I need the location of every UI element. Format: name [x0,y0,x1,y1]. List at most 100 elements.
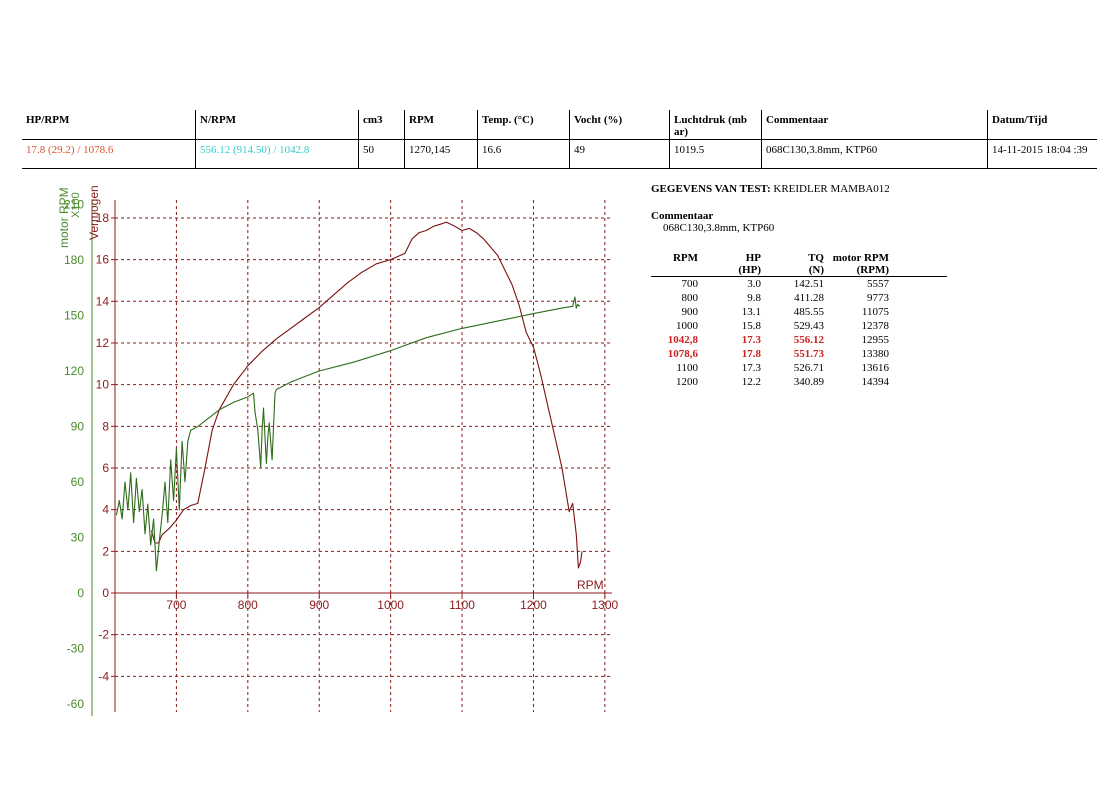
column-separator [358,140,359,168]
cell-spacer [889,277,947,292]
results-header: RPM HP (HP) TQ (N) motor RPM (RPM) [651,252,947,277]
x-tick-label: 900 [309,598,329,612]
motor-line [115,296,581,572]
comment-title: Commentaar [651,210,714,222]
y-left-tick-label: -30 [67,642,85,656]
col-spacer [889,252,947,277]
cell-tq: 340.89 [793,376,824,388]
cell-hp: 17.3 [741,334,761,346]
cell-motor: 12378 [861,320,890,332]
x-axis-label: RPM [577,578,604,592]
x-tick-label: 1100 [449,598,475,612]
cell-tq: 485.55 [793,306,824,318]
test-name: KREIDLER MAMBA012 [773,183,890,195]
column-separator [569,110,570,139]
value-cm3: 50 [363,144,374,156]
column-separator [477,140,478,168]
cell-hp: 9.8 [747,292,761,304]
value-vocht: 49 [574,144,585,156]
header-n-rpm: N/RPM [200,114,237,126]
cell-rpm: 1200 [676,376,698,388]
cell-spacer [889,319,947,333]
cell-rpm: 1000 [676,320,698,332]
cell-hp: 17.8 [741,348,761,360]
y-right-tick-label: 18 [96,211,110,225]
y-right-tick-label: 14 [96,294,110,308]
series-group [115,221,583,572]
cell-rpm: 800 [681,292,699,304]
y-left-tick-label: -60 [67,697,85,711]
table-row: 1100 17.3 526.71 13616 [651,361,947,375]
test-info: GEGEVENS VAN TEST: KREIDLER MAMBA012 Com… [651,183,890,234]
cell-tq: 142.51 [793,278,824,290]
value-temp: 16.6 [482,144,502,156]
table-row: 800 9.8 411.28 9773 [651,291,947,305]
header-luchtdruk: Luchtdruk (mb ar) [674,114,748,138]
value-hp-rpm: 17.8 (29.2) / 1078.6 [26,144,114,156]
y-left-tick-label: 210 [64,198,84,212]
cell-spacer [889,375,947,389]
axes: -60 -30 0 30 60 90 120 150 180 210 -4 -2 0 2 4 6 8 10 12 14… [57,185,619,716]
column-separator [358,110,359,139]
y-right-tick-label: 10 [96,378,110,392]
y-left-tick-label: 150 [64,309,84,323]
cell-rpm: 1100 [676,362,698,374]
test-title: GEGEVENS VAN TEST: KREIDLER MAMBA012 [651,183,890,195]
x-tick-label: 800 [238,598,258,612]
column-separator [477,110,478,139]
cell-hp: 15.8 [741,320,761,332]
x-tick-label: 1000 [377,598,404,612]
column-separator [404,110,405,139]
cell-hp: 17.3 [741,362,761,374]
x-tick-label: 700 [166,598,186,612]
column-separator [195,110,196,139]
header-cm3: cm3 [363,114,383,126]
y-left-tick-label: 90 [71,420,85,434]
cell-rpm: 700 [681,278,699,290]
cell-spacer [889,291,947,305]
col-hp-header: HP (HP) [738,252,761,276]
power-line [150,221,583,569]
y-left-tick-label: 0 [77,586,84,600]
cell-spacer [889,305,947,319]
test-label: GEGEVENS VAN TEST: [651,183,771,195]
comment-value: 068C130,3.8mm, KTP60 [663,222,775,234]
value-commentaar: 068C130,3.8mm, KTP60 [766,144,878,156]
table-row: 700 3.0 142.51 5557 [651,277,947,292]
cell-spacer [889,333,947,347]
cell-tq: 526.71 [793,362,824,374]
header-rpm: RPM [409,114,435,126]
cell-rpm: 900 [681,306,699,318]
col-rpm-header: RPM [672,252,698,264]
x-tick-label: 1300 [592,598,619,612]
cell-tq: 556.12 [793,334,824,346]
y-right-tick-label: 12 [96,336,110,350]
header-temp: Temp. (°C) [482,114,534,126]
y-right-tick-label: 2 [102,544,109,558]
y-left-exponent-label: X100 [70,192,82,218]
dyno-chart: -60 -30 0 30 60 90 120 150 180 210 -4 -2 0 2 4 6 8 10 12 14… [57,185,619,716]
cell-tq: 529.43 [793,320,824,332]
column-separator [761,140,762,168]
y-right-tick-label: 8 [102,419,109,433]
column-separator [195,140,196,168]
value-rpm: 1270,145 [409,144,451,156]
column-separator [987,110,988,139]
header-commentaar: Commentaar [766,114,829,126]
cell-hp: 12.2 [741,376,761,388]
cell-motor: 11075 [861,306,889,318]
value-row: 17.8 (29.2) / 1078.6 556.12 (914.50) / 10… [22,140,1097,169]
column-separator [404,140,405,168]
x-tick-label: 1200 [520,598,547,612]
cell-spacer [889,361,947,375]
header-hp-rpm: HP/RPM [26,114,70,126]
y-left-tick-label: 60 [71,475,85,489]
header-table: HP/RPM N/RPM cm3 RPM Temp. (°C) Vocht (%) Luch… [22,110,1097,169]
cell-rpm: 1078,6 [667,348,698,360]
table-row: 1078,6 17.8 551.73 13380 [651,347,947,361]
table-row: 1042,8 17.3 556.12 12955 [651,333,947,347]
column-separator [669,140,670,168]
cell-hp: 13.1 [741,306,761,318]
y-left-tick-label: 30 [71,531,85,545]
y-right-tick-label: 0 [102,586,109,600]
